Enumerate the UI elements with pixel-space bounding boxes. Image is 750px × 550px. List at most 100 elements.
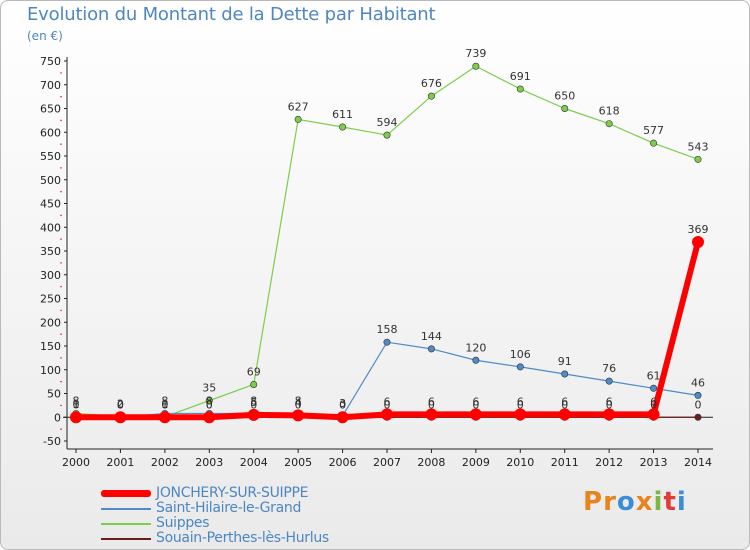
data-label-2: 650 xyxy=(554,90,575,103)
data-label-3: 0 xyxy=(206,398,213,411)
data-label-3: 0 xyxy=(250,398,257,411)
data-label-1: 120 xyxy=(465,341,486,354)
data-label-3: 0 xyxy=(339,398,346,411)
data-label-3: 0 xyxy=(472,398,479,411)
chart-title: Evolution du Montant de la Dette par Hab… xyxy=(27,4,436,25)
legend-swatch-suippes xyxy=(101,523,151,525)
data-label-1: 1 xyxy=(73,398,80,411)
x-tick-label: 2011 xyxy=(551,456,579,469)
x-tick-label: 2006 xyxy=(329,456,357,469)
proxiti-logo: Proxiti xyxy=(583,487,687,517)
y-minor-tick xyxy=(60,262,62,264)
data-point-1 xyxy=(605,377,613,385)
data-label-0: 0 xyxy=(339,398,346,411)
legend-swatch-saint-hilaire xyxy=(101,508,151,510)
data-point-2 xyxy=(650,139,658,147)
data-label-0: 5 xyxy=(250,396,257,409)
y-tick-label: 750 xyxy=(40,55,61,68)
data-point-0 xyxy=(514,408,527,421)
y-minor-tick xyxy=(60,333,62,335)
legend-item-saint-hilaire[interactable]: Saint-Hilaire-le-Grand xyxy=(101,500,361,516)
data-point-2 xyxy=(339,123,347,131)
y-tick-label: 500 xyxy=(40,174,61,187)
y-minor-tick xyxy=(60,214,62,217)
data-point-0 xyxy=(247,408,260,421)
y-minor-tick xyxy=(60,309,62,312)
legend-item-souain[interactable]: Souain-Perthes-lès-Hurlus xyxy=(101,530,361,546)
legend-label-suippes: Suippes xyxy=(156,515,210,531)
chart-subtitle: (en €) xyxy=(27,29,63,43)
x-tick-label: 2012 xyxy=(595,456,623,469)
y-minor-tick xyxy=(60,119,62,122)
y-tick-label: 400 xyxy=(40,221,61,234)
data-label-3: 1 xyxy=(73,398,80,411)
legend-label-souain: Souain-Perthes-lès-Hurlus xyxy=(156,530,329,546)
legend-swatch-jonchery xyxy=(101,490,151,497)
data-point-2 xyxy=(383,131,391,139)
data-label-1: 144 xyxy=(421,330,442,343)
x-tick-label: 2010 xyxy=(506,456,534,469)
data-label-3: 0 xyxy=(161,398,168,411)
x-tick-label: 2009 xyxy=(462,456,490,469)
y-tick-label: 150 xyxy=(40,340,61,353)
data-label-0: 6 xyxy=(428,395,435,408)
data-point-2 xyxy=(427,92,435,100)
data-point-1 xyxy=(650,384,658,392)
data-point-2 xyxy=(472,62,480,70)
data-label-0: 6 xyxy=(650,395,657,408)
x-tick-label: 2004 xyxy=(240,456,268,469)
y-minor-tick xyxy=(60,380,62,383)
data-label-1: 91 xyxy=(558,355,572,368)
x-tick-label: 2005 xyxy=(284,456,312,469)
x-tick-label: 2001 xyxy=(106,456,134,469)
legend-label-saint-hilaire: Saint-Hilaire-le-Grand xyxy=(156,500,302,516)
data-label-3: 0 xyxy=(428,398,435,411)
data-label-1: 8 xyxy=(161,394,168,407)
data-point-2 xyxy=(294,115,302,123)
x-tick-label: 2002 xyxy=(151,456,179,469)
data-label-0: 6 xyxy=(384,395,391,408)
legend-item-jonchery[interactable]: JONCHERY-SUR-SUIPPE xyxy=(101,485,361,501)
data-label-2: 618 xyxy=(599,105,620,118)
logo-letter: r xyxy=(603,487,617,517)
data-point-0 xyxy=(203,411,216,424)
y-minor-tick xyxy=(60,285,62,288)
data-point-3 xyxy=(694,413,702,421)
y-tick-label: 600 xyxy=(40,126,61,139)
data-label-0: 0 xyxy=(117,398,124,411)
data-label-2: 739 xyxy=(465,47,486,60)
data-label-0: 0 xyxy=(73,398,80,411)
legend-label-jonchery: JONCHERY-SUR-SUIPPE xyxy=(156,485,309,501)
data-label-1: 46 xyxy=(691,376,705,389)
logo-letter: P xyxy=(583,487,604,517)
data-label-2: 35 xyxy=(202,382,216,395)
data-point-2 xyxy=(694,155,702,163)
data-point-0 xyxy=(647,408,660,421)
data-point-2 xyxy=(605,120,613,128)
logo-letter: o xyxy=(616,487,636,517)
y-minor-tick xyxy=(60,190,62,193)
data-label-0: 0 xyxy=(206,398,213,411)
data-label-1: 76 xyxy=(602,362,616,375)
y-tick-label: 350 xyxy=(40,245,61,258)
y-tick-label: 200 xyxy=(40,316,61,329)
logo-letter: i xyxy=(653,487,664,517)
data-label-3: 0 xyxy=(695,398,702,411)
y-minor-tick xyxy=(60,167,62,169)
data-label-2: 594 xyxy=(377,116,398,129)
x-tick-label: 2014 xyxy=(684,456,712,469)
data-label-1: 8 xyxy=(295,394,302,407)
data-label-2: 2 xyxy=(117,397,124,410)
data-label-3: 0 xyxy=(606,398,613,411)
data-label-2: 1 xyxy=(161,398,168,411)
legend-item-suippes[interactable]: Suippes xyxy=(101,515,361,531)
data-point-1 xyxy=(561,370,569,378)
data-label-2: 577 xyxy=(643,124,664,137)
data-label-0: 4 xyxy=(295,396,302,409)
y-tick-label: 50 xyxy=(47,388,61,401)
x-tick-label: 2003 xyxy=(195,456,223,469)
data-label-2: 676 xyxy=(421,77,442,90)
data-label-0: 6 xyxy=(517,395,524,408)
data-point-1 xyxy=(383,338,391,346)
